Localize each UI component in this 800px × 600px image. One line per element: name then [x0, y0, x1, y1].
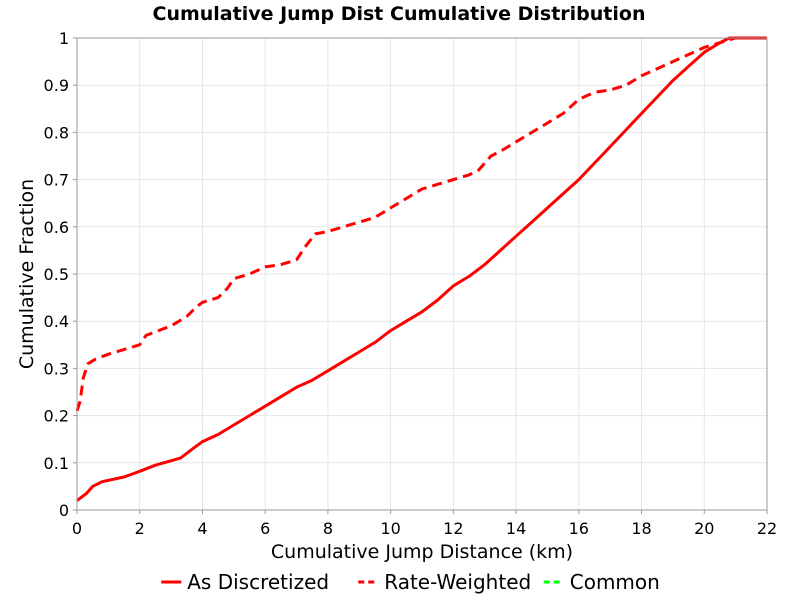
y-tick-label: 0.5: [44, 265, 69, 284]
x-tick-label: 8: [323, 519, 333, 538]
y-tick-label: 0.8: [44, 123, 69, 142]
x-axis-ticks: 0 2 4 6 8 10 12 14 16 18 20 22: [72, 510, 777, 538]
legend-label-common: Common: [570, 570, 660, 594]
grid: [76, 37, 768, 511]
y-tick-label: 0.1: [44, 454, 69, 473]
x-tick-label: 4: [197, 519, 207, 538]
x-tick-label: 10: [380, 519, 400, 538]
y-tick-label: 0.3: [44, 359, 69, 378]
series-layer: [75, 36, 767, 502]
x-axis-label: Cumulative Jump Distance (km): [271, 541, 573, 563]
x-tick-label: 14: [506, 519, 526, 538]
x-tick-label: 12: [443, 519, 463, 538]
legend-label-as-discretized: As Discretized: [187, 570, 329, 594]
y-tick-label: 0.9: [44, 76, 69, 95]
chart-title: Cumulative Jump Dist Cumulative Distribu…: [153, 3, 646, 25]
x-tick-label: 20: [694, 519, 714, 538]
x-tick-label: 0: [72, 519, 82, 538]
y-tick-label: 0.4: [44, 312, 69, 331]
legend: As Discretized Rate-Weighted Common: [161, 570, 660, 594]
y-tick-label: 0: [59, 501, 69, 520]
x-tick-label: 2: [135, 519, 145, 538]
y-tick-label: 0.2: [44, 407, 69, 426]
legend-label-rate-weighted: Rate-Weighted: [384, 570, 531, 594]
series-line-as-discretized: [76, 36, 767, 502]
x-tick-label: 18: [631, 519, 651, 538]
series-line-rate-weighted: [75, 36, 767, 412]
y-tick-label: 0.7: [44, 171, 69, 190]
y-tick-label: 1: [59, 29, 69, 48]
y-axis-label: Cumulative Fraction: [16, 179, 38, 369]
y-axis-ticks: 0 0.1 0.2 0.3 0.4 0.5 0.6 0.7 0.8 0.9 1: [44, 29, 77, 520]
x-tick-label: 6: [260, 519, 270, 538]
x-tick-label: 16: [569, 519, 589, 538]
y-tick-label: 0.6: [44, 218, 69, 237]
x-tick-label: 22: [757, 519, 777, 538]
